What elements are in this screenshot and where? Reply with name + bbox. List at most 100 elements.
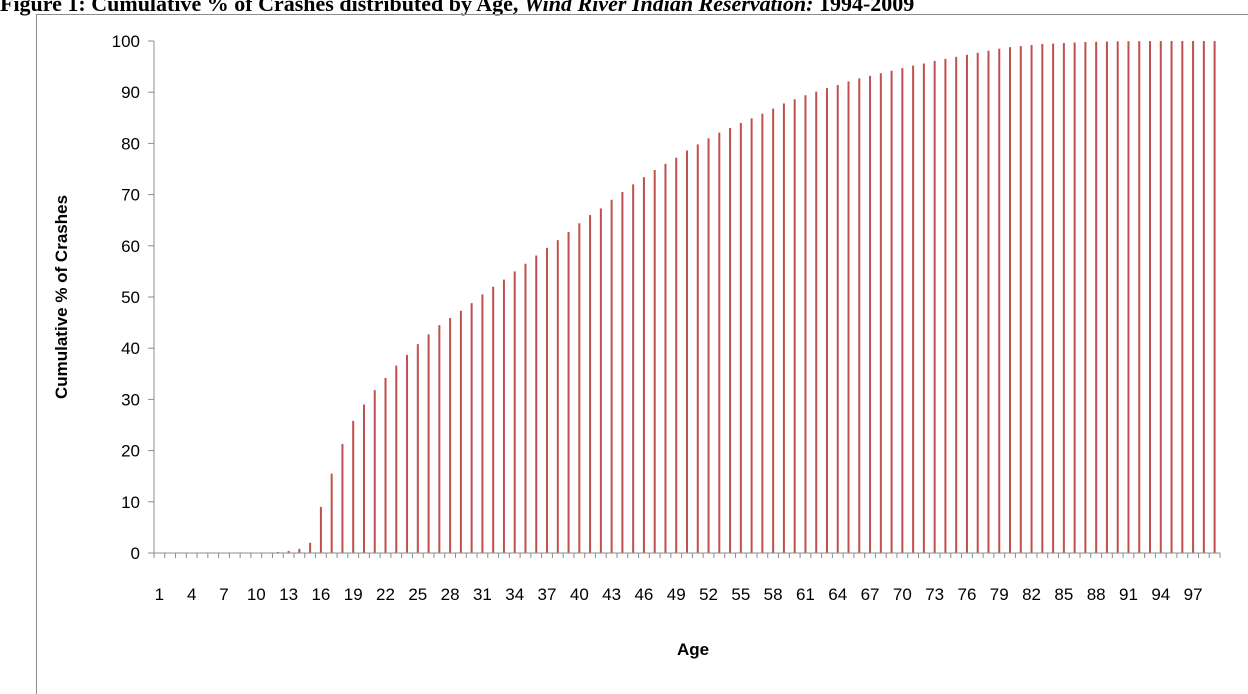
bar-age-18	[341, 443, 344, 553]
x-tick-label: 79	[990, 585, 1009, 604]
figure-title: Figure 1: Cumulative % of Crashes distri…	[0, 0, 1248, 17]
x-tick-label: 76	[957, 585, 976, 604]
x-tick-label: 88	[1087, 585, 1106, 604]
x-tick-label: 1	[155, 585, 164, 604]
y-tick-label: 90	[121, 83, 140, 102]
bar-age-67	[869, 75, 872, 553]
bar-age-53	[718, 132, 721, 553]
bar-age-74	[944, 58, 947, 554]
chart-frame	[36, 14, 1248, 694]
x-tick-label: 7	[219, 585, 228, 604]
bar-age-54	[729, 128, 732, 554]
bar-age-17	[330, 473, 333, 553]
bar-age-76	[965, 54, 968, 553]
bar-age-12	[276, 551, 279, 553]
bar-age-78	[987, 50, 990, 554]
x-tick-label: 13	[279, 585, 298, 604]
bar-age-89	[1105, 41, 1108, 554]
bar-age-82	[1030, 45, 1033, 553]
y-tick-label: 60	[121, 237, 140, 256]
bar-age-14	[298, 548, 301, 553]
bar-age-19	[352, 420, 355, 553]
figure-title-main: Figure 1: Cumulative % of Crashes distri…	[0, 0, 524, 16]
bar-age-39	[567, 231, 570, 553]
x-tick-label: 40	[570, 585, 589, 604]
bar-age-36	[535, 255, 538, 553]
bar-age-45	[632, 184, 635, 554]
bar-age-88	[1095, 41, 1098, 553]
bar-age-97	[1192, 41, 1195, 553]
x-tick-label: 28	[441, 585, 460, 604]
bar-age-16	[319, 506, 322, 553]
x-tick-label: 97	[1184, 585, 1203, 604]
y-tick-label: 10	[121, 493, 140, 512]
y-tick-label: 40	[121, 339, 140, 358]
y-tick-label: 20	[121, 442, 140, 461]
bar-age-33	[502, 279, 505, 553]
bar-age-62	[815, 91, 818, 554]
x-tick-label: 34	[505, 585, 524, 604]
bar-age-30	[470, 303, 473, 553]
bar-age-46	[642, 177, 645, 553]
bar-age-42	[599, 208, 602, 553]
y-tick-label: 70	[121, 186, 140, 205]
bar-age-72	[922, 63, 925, 553]
bar-age-40	[578, 223, 581, 553]
bar-age-58	[772, 108, 775, 554]
bar-age-37	[546, 247, 549, 553]
bar-age-65	[847, 81, 850, 553]
x-tick-label: 70	[893, 585, 912, 604]
x-tick-label: 22	[376, 585, 395, 604]
bar-age-73	[933, 60, 936, 554]
x-tick-label: 31	[473, 585, 492, 604]
bar-age-66	[858, 78, 861, 553]
bar-age-75	[955, 56, 958, 553]
bar-age-47	[653, 170, 656, 554]
bars	[266, 41, 1216, 554]
bar-age-23	[395, 365, 398, 553]
bar-age-29	[459, 310, 462, 553]
bar-age-21	[373, 390, 376, 553]
x-tick-label: 91	[1119, 585, 1138, 604]
bar-age-25	[416, 344, 419, 553]
bar-age-92	[1138, 41, 1141, 554]
bar-age-51	[696, 144, 699, 553]
bar-age-35	[524, 263, 527, 553]
bar-age-60	[793, 99, 796, 554]
bar-age-96	[1181, 41, 1184, 553]
x-tick-label: 25	[408, 585, 427, 604]
x-axis-title: Age	[677, 640, 709, 659]
bar-age-59	[782, 103, 785, 554]
bar-age-50	[686, 150, 688, 553]
x-tick-label: 43	[602, 585, 621, 604]
bar-age-56	[750, 118, 753, 553]
bar-age-93	[1149, 41, 1152, 553]
bar-age-68	[879, 73, 882, 554]
y-tick-label: 80	[121, 134, 140, 153]
bar-age-57	[761, 113, 764, 553]
bar-age-85	[1062, 43, 1065, 553]
bar-age-70	[901, 68, 904, 554]
x-tick-label: 16	[311, 585, 330, 604]
x-tick-label: 85	[1054, 585, 1073, 604]
bar-age-99	[1213, 41, 1216, 553]
bar-age-22	[384, 377, 387, 553]
bar-age-20	[362, 404, 365, 553]
x-tick-label: 58	[764, 585, 783, 604]
bar-age-94	[1159, 41, 1162, 553]
x-tick-label: 19	[344, 585, 363, 604]
bar-age-13	[287, 550, 290, 553]
y-axis-title: Cumulative % of Crashes	[52, 195, 71, 399]
x-tick-label: 49	[667, 585, 686, 604]
x-tick-label: 52	[699, 585, 718, 604]
y-tick-label: 100	[112, 32, 140, 51]
bar-age-61	[804, 95, 807, 553]
bar-age-43	[610, 199, 613, 553]
bar-age-86	[1073, 42, 1076, 553]
x-tick-label: 73	[925, 585, 944, 604]
bar-age-48	[664, 163, 667, 553]
x-tick-label: 82	[1022, 585, 1041, 604]
bar-age-84	[1052, 43, 1055, 554]
bar-age-95	[1170, 41, 1173, 553]
bar-age-38	[556, 240, 559, 553]
